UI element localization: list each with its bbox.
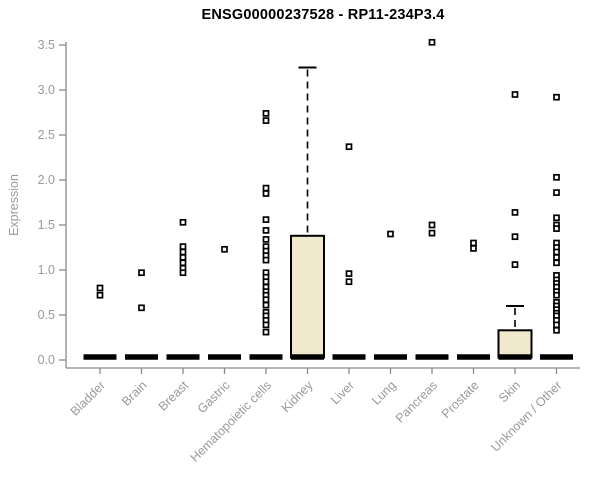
x-category-label: Pancreas <box>393 378 440 425</box>
outlier-point <box>262 117 270 124</box>
outlier-point <box>553 93 560 101</box>
y-tick-label: 3.0 <box>38 83 55 97</box>
outlier-point <box>553 254 560 261</box>
outlier-point <box>553 225 560 232</box>
outlier-point <box>262 216 270 223</box>
outlier-point <box>387 230 394 238</box>
outlier-point <box>345 270 353 277</box>
outlier-point <box>553 248 560 256</box>
outlier-point <box>553 189 560 196</box>
outlier-point <box>179 259 187 267</box>
outlier-point <box>179 254 187 261</box>
outlier-point <box>262 110 270 117</box>
outlier-point <box>179 248 187 256</box>
outlier-point <box>553 173 560 181</box>
outlier-point <box>96 291 104 299</box>
x-category-label: Gastric <box>195 378 233 416</box>
box-kidney <box>290 234 325 359</box>
outlier-point <box>138 269 145 277</box>
box-skin <box>497 329 533 359</box>
outlier-point <box>138 304 145 312</box>
outlier-point <box>262 236 270 243</box>
outlier-point <box>428 38 436 46</box>
outlier-point <box>553 326 560 334</box>
outlier-point <box>553 291 560 299</box>
outlier-point <box>262 256 270 264</box>
outlier-point <box>262 227 270 234</box>
outlier-point <box>428 221 436 229</box>
y-tick-label: 0.0 <box>38 353 55 367</box>
y-tick-label: 2.5 <box>38 128 55 142</box>
x-category-label: Liver <box>328 378 357 407</box>
outlier-point <box>511 261 519 268</box>
x-category-label: Breast <box>156 378 192 414</box>
outlier-point <box>221 245 228 253</box>
y-tick-label: 1.5 <box>38 218 55 232</box>
y-tick-label: 0.5 <box>38 308 55 322</box>
y-tick-label: 2.0 <box>38 173 55 187</box>
outlier-point <box>511 233 519 241</box>
x-category-label: Hematopoietic cells <box>188 378 275 465</box>
outlier-point <box>553 214 560 222</box>
outlier-point <box>179 269 187 277</box>
outlier-point <box>470 245 477 252</box>
chart-title: ENSG00000237528 - RP11-234P3.4 <box>201 7 445 23</box>
x-category-label: Brain <box>119 378 150 409</box>
outlier-point <box>179 218 187 226</box>
outlier-point <box>470 239 477 247</box>
outlier-point <box>262 301 270 309</box>
outlier-point <box>262 296 270 304</box>
x-category-label: Prostate <box>439 378 482 421</box>
outlier-point <box>262 184 270 192</box>
outlier-point <box>262 321 270 329</box>
outlier-point <box>428 229 436 237</box>
outlier-point <box>179 243 187 250</box>
outlier-point <box>345 278 353 286</box>
y-tick-label: 1.0 <box>38 263 55 277</box>
outlier-point <box>345 143 353 151</box>
x-category-label: Unknown / Other <box>488 378 564 454</box>
x-category-label: Kidney <box>279 378 316 415</box>
x-category-label: Bladder <box>68 378 108 418</box>
outlier-point <box>262 190 270 197</box>
x-category-label: Skin <box>496 378 523 405</box>
outlier-point <box>96 284 104 292</box>
outlier-point <box>262 278 270 286</box>
x-category-label: Lung <box>369 378 399 408</box>
y-tick-label: 3.5 <box>38 38 55 52</box>
outlier-point <box>553 259 560 267</box>
outlier-point <box>262 328 270 336</box>
outlier-point <box>511 209 519 216</box>
outlier-point <box>511 91 519 98</box>
outlier-point <box>553 321 560 329</box>
